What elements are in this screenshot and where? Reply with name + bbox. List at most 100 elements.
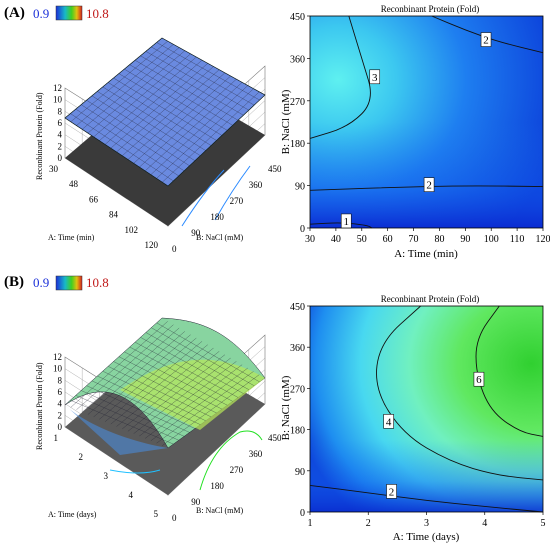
x-axis-label: A: Time (min) [394,248,458,260]
z-tick-label: 12 [53,83,62,93]
z-tick-label: 6 [58,387,63,397]
plot-frame [309,15,544,229]
y-tick-label: 0 [300,224,305,235]
x-tick-label: 70 [409,234,419,245]
colorbar-min-label: 0.9 [33,6,49,21]
contour-plot: Reconbinant Protein (Fold) 1 2 2 3 30 40 50 60… [280,4,550,260]
y-tick-label: 180 [210,481,224,491]
x-tick-label: 120 [536,234,550,245]
x-tick-label: 40 [331,234,341,245]
y-tick-label: 360 [290,343,305,354]
x-tick-label: 30 [305,234,315,245]
x-tick-label: 100 [484,234,499,245]
axis-ticks: 30 40 50 60 70 80 90 100 110 120 0 90 180 270 360 450 [290,12,550,245]
x-tick-labels: 30 48 66 84 102 120 [49,164,159,250]
x-tick-label: 1 [54,433,59,443]
contour-title: Reconbinant Protein (Fold) [381,4,480,14]
colorbar-max-label: 10.8 [86,275,109,290]
y-tick-label: 90 [295,182,305,193]
panel-label: (A) [4,5,25,21]
y-tick-label: 180 [290,139,305,150]
x-tick-label: 2 [79,452,84,462]
y-tick-label: 90 [191,228,201,238]
x-tick-labels: 1 2 3 4 5 [54,433,159,519]
x-tick-label: 84 [109,210,119,220]
x-tick-label: 4 [129,490,134,500]
surface-y-label: B: NaCl (mM) [196,506,243,515]
z-tick-label: 10 [53,95,63,105]
x-tick-label: 120 [145,240,159,250]
contour-level-box [386,484,397,499]
x-tick-label: 30 [49,164,59,174]
y-tick-labels: 0 90 180 270 360 450 [172,164,282,254]
y-axis-label: B: NaCl (mM) [280,375,292,440]
y-tick-label: 180 [290,426,305,437]
x-tick-label: 3 [424,518,429,529]
z-tick-label: 0 [58,153,63,163]
x-tick-label: 66 [89,194,99,204]
contour-level-box [423,177,435,192]
y-tick-label: 0 [172,513,177,523]
contour-level-box [369,69,381,85]
x-tick-label: 4 [482,518,487,529]
y-tick-label: 450 [268,433,282,443]
contour-line [309,485,544,513]
y-tick-label: 90 [191,497,201,507]
contour-level-label: 1 [343,216,349,228]
contour-level-box [340,213,352,229]
surface-mesh-lines [70,321,260,446]
y-tick-labels: 0 90 180 270 360 450 [172,433,282,523]
x-tick-label: 110 [510,234,525,245]
z-tick-label: 12 [53,352,62,362]
contour-level-box [383,414,394,429]
y-axis-label: B: NaCl (mM) [280,89,292,154]
y-tick-label: 270 [290,384,305,395]
x-tick-label: 3 [104,471,109,481]
contour-plot: Reconbinant Protein (Fold) 246 1 2 3 4 50901… [280,294,546,543]
z-tick-label: 2 [58,141,63,151]
y-tick-label: 270 [230,465,244,475]
z-tick-label: 10 [53,364,63,374]
surface-x-label: A: Time (days) [48,510,97,519]
contour-lines: 1 2 2 3 [309,15,544,229]
y-tick-label: 360 [249,449,263,459]
x-tick-label: 5 [541,518,546,529]
panel-label: (B) [4,274,24,290]
x-tick-label: 102 [125,225,139,235]
panel-b: (B) 0.9 10.8 Reconbinant Protein (Fold) … [4,274,546,543]
contour-line [431,15,544,54]
contour-level-label: 4 [386,416,392,428]
x-tick-label: 48 [69,179,79,189]
y-tick-label: 0 [172,244,177,254]
colorbar: 0.9 10.8 [33,5,109,21]
z-tick-labels: 0 24 6 810 12 [53,352,63,432]
y-tick-label: 270 [290,97,305,108]
colorbar-gradient [55,275,83,291]
x-axis-label: A: Time (days) [393,531,460,543]
y-tick-label: 360 [290,54,305,65]
floor-contour [214,165,251,221]
surface-y-label: B: NaCl (mM) [196,233,243,242]
panel-a: (A) 0.9 10.8 Reconbinant Protein (Fold) … [4,4,550,260]
surface-plot: Reconbinant Protein (Fold) 0 24 6 810 12 30 4… [35,37,282,254]
floor-contour [109,469,161,474]
y-tick-label: 0 [300,508,305,519]
contour-line [376,305,544,481]
colorbar-gradient [55,5,83,21]
colorbar-max-label: 10.8 [86,6,109,21]
y-tick-label: 360 [249,180,263,190]
contour-lines: 2 4 6 [309,305,544,513]
contour-level-label: 6 [476,374,482,386]
x-tick-label: 5 [154,509,159,519]
z-tick-labels: 0 24 6 810 12 [53,83,63,163]
y-tick-label: 270 [230,196,244,206]
x-tick-label: 90 [460,234,470,245]
x-tick-label: 50 [357,234,367,245]
contour-title: Reconbinant Protein (Fold) [381,294,480,304]
contour-level-label: 2 [483,35,489,47]
contour-line [309,185,544,191]
contour-level-label: 3 [372,72,378,84]
